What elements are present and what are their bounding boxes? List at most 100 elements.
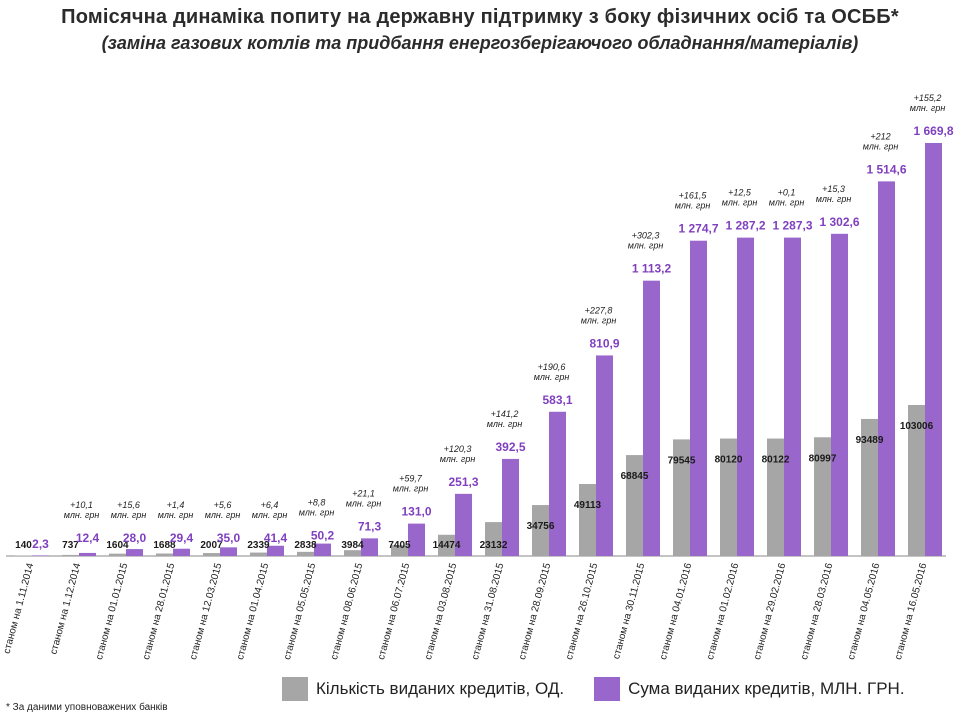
bar-sum — [878, 181, 895, 556]
category-label: станом на 01.01.2015 — [94, 562, 131, 662]
category-label: станом на 01.02.2016 — [705, 562, 742, 662]
bar-sum — [32, 555, 49, 556]
increment-label: +1,4 — [167, 500, 185, 510]
increment-unit-label: млн. грн — [675, 201, 711, 211]
bar-count — [62, 554, 79, 556]
category-label: станом на 06.07.2015 — [376, 562, 413, 662]
category-label: станом на 05.05.2015 — [282, 562, 319, 662]
increment-label: +15,6 — [117, 500, 140, 510]
increment-unit-label: млн. грн — [252, 510, 288, 520]
count-label: 737 — [62, 540, 79, 551]
bar-count — [767, 438, 784, 556]
sum-label: 28,0 — [123, 531, 147, 545]
bar-sum — [267, 545, 284, 556]
increment-label: +0,1 — [778, 188, 796, 198]
sum-label: 35,0 — [217, 531, 241, 545]
sum-label: 1 287,3 — [772, 219, 812, 233]
category-label: станом на 30.11.2015 — [611, 562, 647, 661]
bar-count — [532, 505, 549, 556]
increment-unit-label: млн. грн — [346, 498, 382, 508]
category-label: станом на 01.04.2015 — [235, 562, 272, 662]
sum-label: 1 274,7 — [678, 222, 718, 236]
increment-unit-label: млн. грн — [628, 241, 664, 251]
increment-unit-label: млн. грн — [158, 510, 194, 520]
bar-sum — [361, 538, 378, 556]
category-label: станом на 16.05.2016 — [893, 562, 930, 662]
legend-item-count: Кількість виданих кредитів, ОД. — [282, 677, 564, 701]
count-label: 1604 — [106, 540, 129, 551]
sum-label: 131,0 — [401, 505, 431, 519]
increment-label: +155,2 — [914, 93, 942, 103]
title-block: Помісячна динаміка попиту на державну пі… — [0, 6, 960, 54]
sum-label: 251,3 — [448, 475, 478, 489]
bar-sum — [173, 548, 190, 556]
sum-label: 392,5 — [495, 440, 525, 454]
count-label: 1688 — [153, 540, 176, 551]
count-label: 68845 — [621, 471, 649, 482]
category-label: станом на 1.11.2014 — [2, 562, 37, 655]
sum-label: 12,4 — [76, 531, 100, 545]
increment-unit-label: млн. грн — [534, 372, 570, 382]
sum-label: 2,3 — [32, 537, 49, 551]
count-label: 2339 — [247, 540, 270, 551]
count-label: 14474 — [433, 540, 461, 551]
legend-item-sum: Сума виданих кредитів, МЛН. ГРН. — [594, 677, 905, 701]
bar-count — [15, 555, 32, 556]
bar-sum — [596, 355, 613, 556]
sum-label: 29,4 — [170, 531, 194, 545]
category-label: станом на 08.06.2015 — [329, 562, 366, 662]
category-label: станом на 04.05.2016 — [846, 562, 883, 662]
category-label: станом на 28.03.2016 — [799, 562, 836, 662]
bar-count — [109, 553, 126, 556]
legend-label-count: Кількість виданих кредитів, ОД. — [316, 679, 565, 698]
increment-label: +302,3 — [632, 231, 660, 241]
count-label: 140 — [15, 540, 32, 551]
increment-label: +21,1 — [352, 488, 375, 498]
sum-label: 1 514,6 — [866, 162, 906, 176]
bar-count — [673, 439, 690, 556]
increment-label: +12,5 — [728, 188, 752, 198]
increment-label: +161,5 — [679, 191, 708, 201]
legend-label-sum: Сума виданих кредитів, МЛН. ГРН. — [628, 679, 905, 698]
increment-unit-label: млн. грн — [487, 419, 523, 429]
sum-label: 71,3 — [358, 519, 382, 533]
increment-unit-label: млн. грн — [393, 484, 429, 494]
increment-unit-label: млн. грн — [722, 198, 758, 208]
legend-swatch-sum — [594, 677, 621, 701]
count-label: 34756 — [527, 521, 555, 532]
increment-label: +227,8 — [585, 305, 613, 315]
sum-label: 1 302,6 — [819, 215, 859, 229]
category-label: станом на 12.03.2015 — [188, 562, 225, 662]
increment-unit-label: млн. грн — [440, 454, 476, 464]
bar-count — [579, 484, 596, 556]
bar-count — [203, 553, 220, 556]
sum-label: 1 113,2 — [632, 262, 672, 276]
increment-label: +120,3 — [444, 444, 472, 454]
bar-count — [391, 545, 408, 556]
count-label: 23132 — [480, 540, 508, 551]
bar-sum — [408, 523, 425, 556]
bar-sum — [126, 549, 143, 556]
sum-label: 50,2 — [311, 529, 335, 543]
increment-unit-label: млн. грн — [299, 508, 335, 518]
bar-count — [297, 551, 314, 556]
bar-count — [861, 418, 878, 556]
count-label: 80997 — [809, 453, 837, 464]
bar-sum — [784, 237, 801, 556]
increment-label: +59,7 — [399, 474, 423, 484]
count-label: 93489 — [856, 435, 884, 446]
bar-count — [250, 552, 267, 556]
category-label: станом на 1.12.2014 — [48, 562, 83, 656]
increment-unit-label: млн. грн — [910, 103, 946, 113]
sum-label: 1 669,8 — [913, 124, 953, 138]
bar-sum — [925, 143, 942, 556]
chart-title: Помісячна динаміка попиту на державну пі… — [61, 6, 899, 28]
footnote: * За даними уповноважених банків — [6, 702, 168, 713]
increment-label: +10,1 — [70, 500, 93, 510]
count-label: 80120 — [715, 455, 743, 466]
increment-unit-label: млн. грн — [816, 194, 852, 204]
bar-sum — [220, 547, 237, 556]
category-label: станом на 31.08.2015 — [470, 562, 507, 662]
increment-unit-label: млн. грн — [581, 315, 617, 325]
